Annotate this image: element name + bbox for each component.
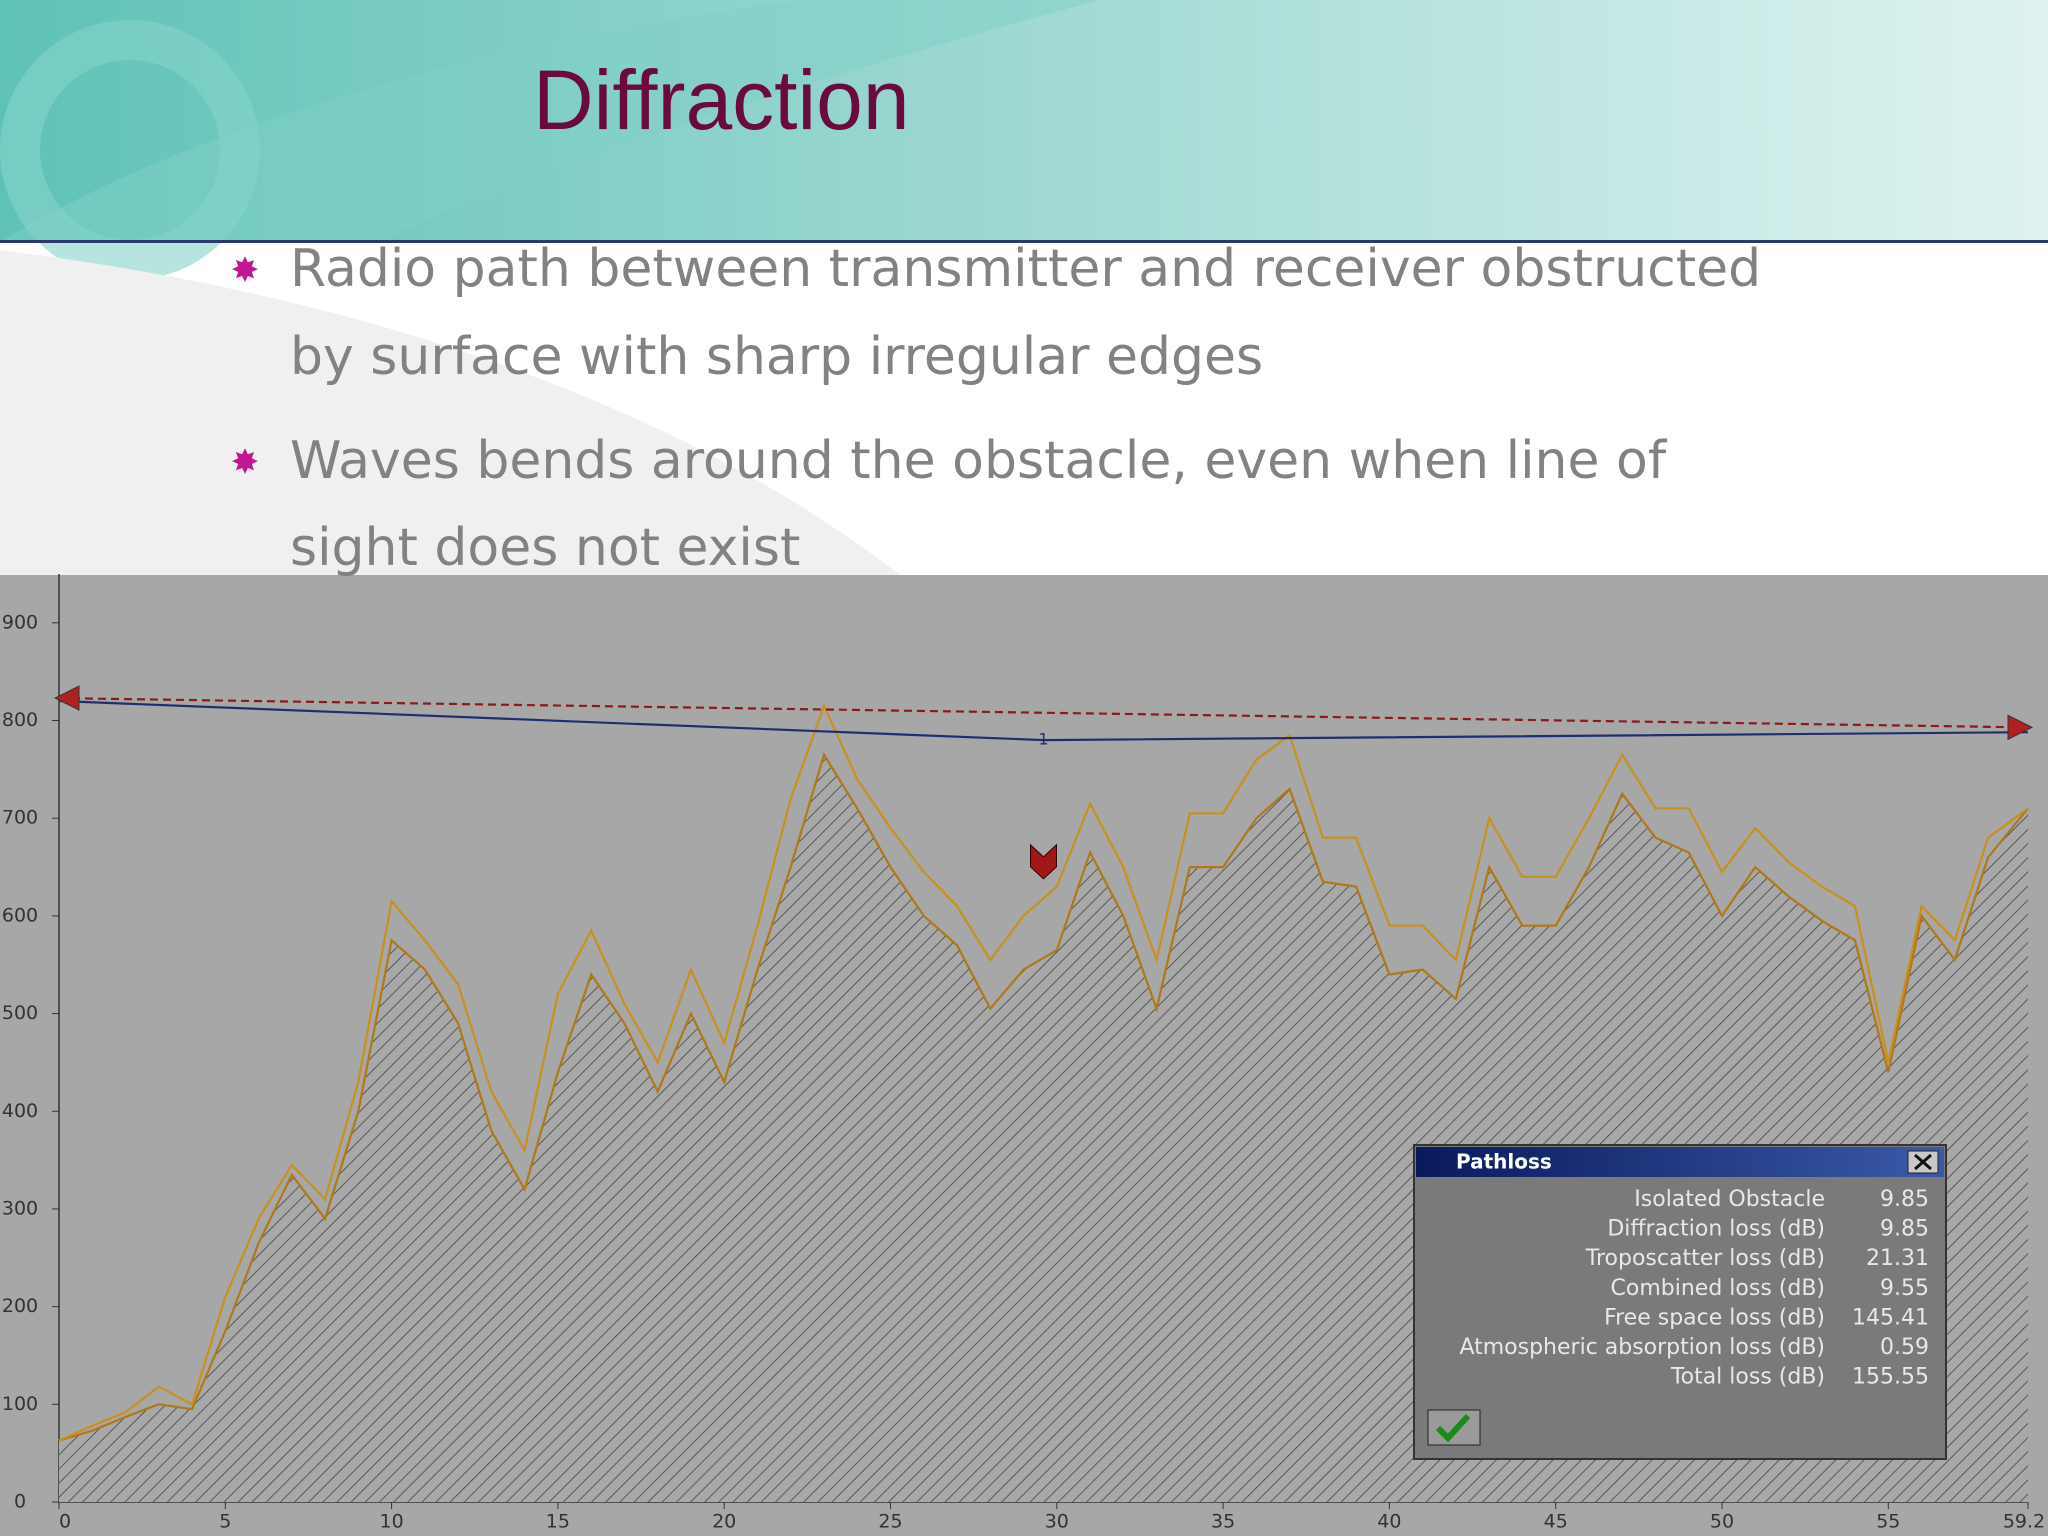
bullet-text: by surface with sharp irregular edges <box>290 327 1263 387</box>
pathloss-dialog: Pathloss Isolated Obstacle 9.85 Diffractio… <box>1413 1144 1947 1460</box>
y-tick-label: 200 <box>2 1295 38 1317</box>
x-tick-label: 0 <box>59 1511 71 1533</box>
row-value: 9.85 <box>1880 1187 1929 1212</box>
row-label: Free space loss (dB) <box>1604 1305 1825 1330</box>
check-icon <box>1435 1413 1471 1443</box>
x-tick-label: 59.2 <box>2003 1511 2045 1533</box>
header-swoosh <box>0 0 1100 242</box>
y-tick-label: 500 <box>2 1002 38 1024</box>
dialog-title: Pathloss <box>1456 1150 1552 1174</box>
x-tick-label: 15 <box>546 1511 570 1533</box>
obstacle-marker <box>1030 843 1057 880</box>
bullet-text: Radio path between transmitter and recei… <box>290 239 1761 299</box>
close-icon <box>1914 1153 1932 1171</box>
bullet-text: sight does not exist <box>290 518 800 578</box>
bullets: ✸ Radio path between transmitter and rece… <box>231 239 1761 578</box>
profile-line <box>58 752 2029 1442</box>
x-tick-label: 55 <box>1876 1511 1900 1533</box>
y-tick-label: 100 <box>2 1393 38 1415</box>
endpoint-marker <box>2007 714 2034 741</box>
slide-title: Diffraction <box>533 53 910 147</box>
row-value: 9.55 <box>1880 1276 1929 1301</box>
y-tick-label: 900 <box>2 611 38 633</box>
bullet-icon: ✸ <box>231 251 260 291</box>
y-tick-label: 700 <box>2 807 38 829</box>
y-tick-label: 300 <box>2 1197 38 1219</box>
endpoint-marker <box>53 685 80 711</box>
header-logo <box>0 20 260 280</box>
x-tick-label: 30 <box>1045 1511 1069 1533</box>
row-value: 0.59 <box>1880 1335 1929 1360</box>
x-tick-label: 50 <box>1710 1511 1734 1533</box>
dialog-titlebar <box>1416 1147 1944 1177</box>
header-rule <box>0 240 2048 243</box>
x-tick-label: 20 <box>712 1511 736 1533</box>
y-tick-label: 0 <box>14 1491 26 1513</box>
dialog-frame <box>1413 1144 1947 1460</box>
row-value: 9.85 <box>1880 1217 1929 1242</box>
row-label: Troposcatter loss (dB) <box>1585 1246 1825 1271</box>
x-tick-label: 40 <box>1377 1511 1401 1533</box>
profile-line <box>58 702 2029 1442</box>
row-value: 155.55 <box>1852 1365 1929 1390</box>
bullet-text: Waves bends around the obstacle, even wh… <box>290 431 1668 491</box>
row-value: 145.41 <box>1852 1305 1929 1330</box>
profile-line <box>58 697 2029 729</box>
x-tick-label: 25 <box>878 1511 902 1533</box>
row-label: Combined loss (dB) <box>1611 1276 1825 1301</box>
bullet-icon: ✸ <box>231 443 260 483</box>
y-tick-label: 600 <box>2 904 38 926</box>
x-tick-label: 45 <box>1544 1511 1568 1533</box>
x-tick-label: 35 <box>1211 1511 1235 1533</box>
profile-line <box>58 699 2029 742</box>
background-swoosh <box>0 250 900 575</box>
row-label: Diffraction loss (dB) <box>1607 1217 1825 1242</box>
x-tick-label: 5 <box>219 1511 231 1533</box>
row-label: Atmospheric absorption loss (dB) <box>1459 1335 1825 1360</box>
row-label: Isolated Obstacle <box>1634 1187 1825 1212</box>
y-tick-label: 400 <box>2 1100 38 1122</box>
y-tick-label: 800 <box>2 709 38 731</box>
row-label: Total loss (dB) <box>1670 1365 1825 1390</box>
x-tick-label: 10 <box>380 1511 404 1533</box>
line-label: 1 <box>1038 730 1048 749</box>
row-value: 21.31 <box>1866 1246 1929 1271</box>
